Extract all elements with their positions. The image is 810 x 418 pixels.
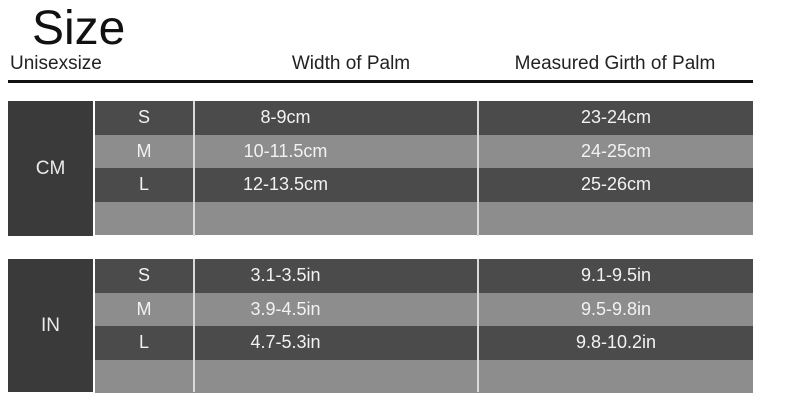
table-row [95,359,753,394]
size-cell: L [138,332,149,353]
size-cell: L [138,174,149,195]
width-cell: 10-11.5cm [243,140,328,161]
table-row: M 10-11.5cm 24-25cm [95,134,753,168]
width-cell [195,202,376,236]
size-cell: S [137,107,150,128]
column-divider [477,101,479,236]
table-row: S 3.1-3.5in 9.1-9.5in [95,259,753,293]
girth-cell: 9.8-10.2in [575,332,657,353]
column-header-girth: Measured Girth of Palm [514,53,716,74]
table-rows: S 3.1-3.5in 9.1-9.5in M 3.9-4.5in 9.5-9.… [95,259,753,394]
girth-cell: 23-24cm [580,107,652,128]
size-table-in: IN S 3.1-3.5in 9.1-9.5in M 3.9-4.5in 9.5… [8,259,753,394]
width-cell: 3.9-4.5in [250,298,321,319]
table-row: L 12-13.5cm 25-26cm [95,168,753,202]
size-cell [95,360,193,394]
size-cell [95,202,193,236]
width-cell [195,360,376,394]
width-cell: 12-13.5cm [242,174,329,195]
size-cell: S [137,265,150,286]
column-divider [477,259,479,392]
subtitle: Unisexsize [10,53,102,74]
size-table-cm: CM S 8-9cm 23-24cm M 10-11.5cm 24-25cm L… [8,101,753,236]
width-cell: 3.1-3.5in [250,265,321,286]
column-divider [193,259,195,392]
table-row: L 4.7-5.3in 9.8-10.2in [95,326,753,360]
table-row [95,201,753,236]
unit-label-in: IN [8,259,93,392]
column-divider [193,101,195,236]
column-header-width: Width of Palm [291,53,411,74]
girth-cell: 9.5-9.8in [580,298,652,319]
table-row: M 3.9-4.5in 9.5-9.8in [95,292,753,326]
width-cell: 4.7-5.3in [250,332,321,353]
girth-cell [479,360,753,394]
header-divider [8,80,753,83]
size-cell: M [136,298,152,319]
table-row: S 8-9cm 23-24cm [95,101,753,135]
girth-cell: 24-25cm [580,140,652,161]
width-cell: 8-9cm [260,107,311,128]
size-cell: M [136,140,152,161]
girth-cell [479,202,753,236]
table-rows: S 8-9cm 23-24cm M 10-11.5cm 24-25cm L 12… [95,101,753,236]
page-title: Size [32,2,126,55]
girth-cell: 25-26cm [580,174,652,195]
unit-label-cm: CM [8,101,93,236]
girth-cell: 9.1-9.5in [580,265,652,286]
